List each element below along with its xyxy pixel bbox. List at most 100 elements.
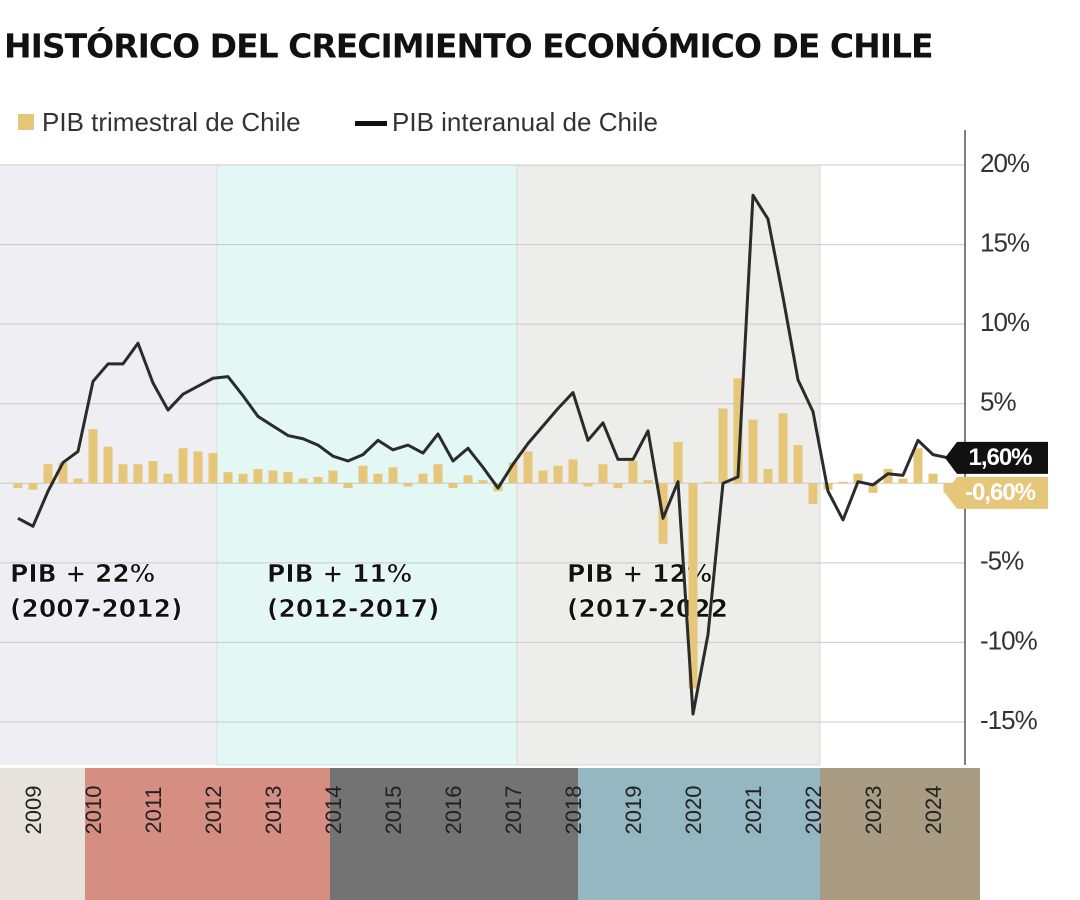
bar: [748, 419, 758, 484]
bar: [628, 461, 638, 484]
x-tick-label: 2022: [801, 786, 826, 835]
bar: [178, 448, 188, 484]
bar: [43, 464, 53, 484]
bar: [283, 472, 293, 484]
bar: [598, 464, 608, 484]
bar: [943, 483, 953, 493]
y-tick-label: -5%: [980, 546, 1024, 576]
bar: [553, 465, 563, 484]
bar: [538, 470, 548, 484]
x-tick-label: 2024: [921, 786, 946, 835]
x-tick-label: 2023: [861, 786, 886, 835]
x-tick-label: 2010: [81, 786, 106, 835]
bar: [928, 473, 938, 484]
bar: [268, 470, 278, 484]
bar: [568, 459, 578, 484]
bar: [73, 478, 83, 484]
bar: [433, 464, 443, 484]
bar: [718, 408, 728, 484]
bar: [883, 468, 893, 484]
bar: [418, 473, 428, 484]
period-label: PIB + 11%: [267, 559, 412, 588]
bar: [58, 462, 68, 484]
photo-strip: [0, 768, 85, 900]
bar: [253, 468, 263, 484]
x-tick-label: 2009: [21, 786, 46, 835]
period-range: (2017-2022: [567, 594, 728, 623]
bar: [523, 451, 533, 484]
photo-strip: [330, 768, 578, 900]
period-range: (2012-2017): [267, 594, 439, 623]
bar: [673, 441, 683, 484]
bar: [223, 472, 233, 484]
x-tick-label: 2021: [741, 786, 766, 835]
x-tick-label: 2017: [501, 786, 526, 835]
x-tick-label: 2019: [621, 786, 646, 835]
chart-title: HISTÓRICO DEL CRECIMIENTO ECONÓMICO DE C…: [4, 26, 933, 66]
y-tick-label: 15%: [980, 227, 1030, 257]
legend-swatch: [18, 114, 34, 130]
bar: [133, 464, 143, 484]
x-tick-label: 2020: [681, 786, 706, 835]
bar: [88, 429, 98, 484]
bar: [298, 478, 308, 484]
x-tick-label: 2016: [441, 786, 466, 835]
bar: [898, 478, 908, 484]
end-label: -0,60%: [965, 479, 1036, 506]
legend-label: PIB interanual de Chile: [392, 107, 658, 137]
bar: [208, 453, 218, 484]
x-tick-label: 2018: [561, 786, 586, 835]
x-tick-label: 2012: [201, 786, 226, 835]
bar: [853, 473, 863, 484]
bar: [163, 473, 173, 484]
bar: [913, 448, 923, 484]
bar: [838, 481, 848, 484]
photo-strip: [85, 768, 330, 900]
y-tick-label: 20%: [980, 148, 1030, 178]
photo-strip: [578, 768, 820, 900]
period-label: PIB + 12%: [567, 559, 712, 588]
bar: [343, 483, 353, 489]
bar: [358, 465, 368, 484]
y-tick-label: 5%: [980, 387, 1016, 417]
period-band: [516, 164, 821, 766]
legend-label: PIB trimestral de Chile: [42, 107, 301, 137]
period-band: [216, 164, 518, 766]
bar: [193, 451, 203, 484]
bar: [118, 464, 128, 484]
bar: [103, 446, 113, 484]
bar: [733, 378, 743, 484]
bar: [793, 445, 803, 484]
bar: [313, 476, 323, 484]
bar: [448, 483, 458, 489]
bar: [148, 461, 158, 484]
end-label-box: [945, 476, 1048, 509]
bar: [613, 483, 623, 489]
bar: [373, 473, 383, 484]
bar: [478, 480, 488, 484]
line: [17, 193, 949, 716]
period-range: (2007-2012): [10, 594, 182, 623]
legend-swatch: [355, 121, 387, 126]
bar: [868, 483, 878, 493]
period-label: PIB + 22%: [10, 559, 155, 588]
y-tick-label: -10%: [980, 625, 1038, 655]
bar: [403, 483, 413, 487]
bar: [808, 483, 818, 504]
x-tick-label: 2015: [381, 786, 406, 835]
bar: [778, 413, 788, 484]
y-tick-label: 10%: [980, 307, 1030, 337]
end-label: 1,60%: [968, 444, 1032, 471]
x-tick-label: 2013: [261, 786, 286, 835]
bar: [388, 467, 398, 484]
bar: [643, 480, 653, 484]
y-tick-label: -15%: [980, 705, 1038, 735]
end-label-box: [945, 441, 1048, 474]
x-tick-label: 2011: [141, 786, 166, 833]
bar: [238, 473, 248, 484]
bar: [13, 483, 23, 489]
x-tick-label: 2014: [321, 786, 346, 835]
bar: [463, 475, 473, 484]
bar: [703, 481, 713, 484]
